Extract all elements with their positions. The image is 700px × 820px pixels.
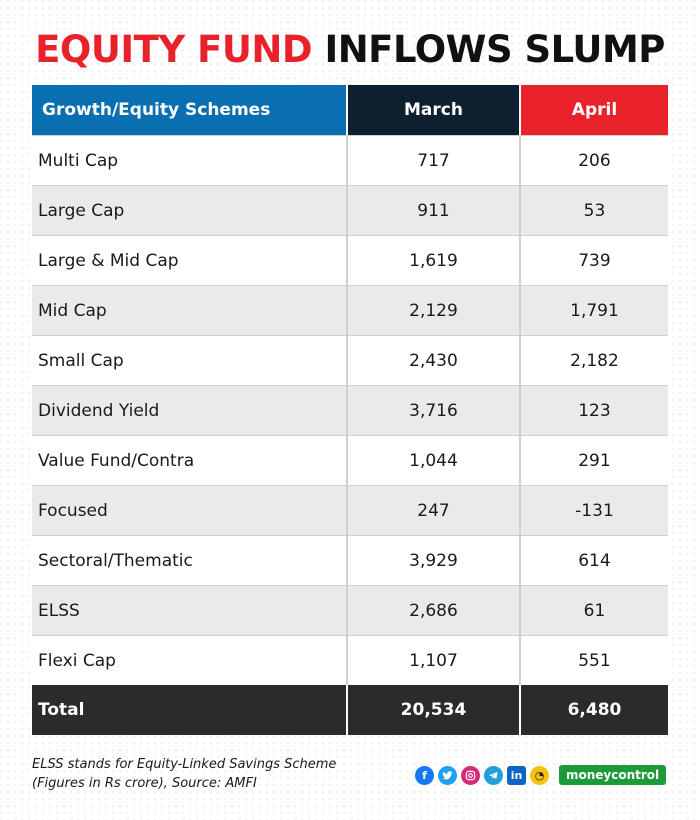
total-label: Total [38,700,85,720]
table-row: Multi Cap 717 206 [32,135,668,185]
april-value: 123 [518,386,668,435]
moneycontrol-logo: moneycontrol [559,765,667,785]
march-value: 717 [346,136,519,185]
march-value: 3,929 [346,536,519,585]
table-row: Large & Mid Cap 1,619 739 [32,235,668,285]
header-april: April [518,85,668,135]
april-value: 551 [518,636,668,685]
table-row: ELSS 2,686 61 [32,585,668,635]
title-highlight: EQUITY FUND [35,28,313,71]
april-value: -131 [518,486,668,535]
march-value: 1,619 [346,236,519,285]
april-value: 61 [518,586,668,635]
april-value: 291 [518,436,668,485]
header-march: March [346,85,519,135]
table-row: Sectoral/Thematic 3,929 614 [32,535,668,585]
march-value: 911 [346,186,519,235]
twitter-icon[interactable] [438,765,457,785]
facebook-icon[interactable]: f [415,765,434,785]
koo-icon[interactable]: ◔ [530,765,549,785]
table-body: Multi Cap 717 206 Large Cap 911 53 Large & Mid… [32,135,668,685]
march-value: 1,107 [346,636,519,685]
scheme-cell: Large Cap [38,200,125,221]
table-row: Focused 247 -131 [32,485,668,535]
telegram-icon[interactable] [484,765,503,785]
table-row: Small Cap 2,430 2,182 [32,335,668,385]
total-march: 20,534 [346,685,519,735]
footnote-line-2: (Figures in Rs crore), Source: AMFI [32,776,257,791]
table-row: Large Cap 911 53 [32,185,668,235]
scheme-cell: Dividend Yield [38,400,160,421]
scheme-cell: Sectoral/Thematic [38,550,193,571]
scheme-cell: Mid Cap [38,300,107,321]
scheme-cell: Large & Mid Cap [38,250,179,271]
march-value: 2,686 [346,586,519,635]
april-value: 1,791 [518,286,668,335]
march-value: 2,129 [346,286,519,335]
title-rest: INFLOWS SLUMP [324,28,665,71]
scheme-cell: ELSS [38,600,80,621]
march-value: 247 [346,486,519,535]
scheme-cell: Value Fund/Contra [38,450,195,471]
april-value: 206 [518,136,668,185]
scheme-cell: Focused [38,500,108,521]
page-title: EQUITY FUND INFLOWS SLUMP [0,26,700,74]
instagram-icon[interactable] [461,765,480,785]
scheme-cell: Multi Cap [38,150,119,171]
table-row: Mid Cap 2,129 1,791 [32,285,668,335]
april-value: 739 [518,236,668,285]
linkedin-icon[interactable]: in [507,765,526,785]
total-april: 6,480 [518,685,668,735]
footnote-line-1: ELSS stands for Equity-Linked Savings Sc… [32,757,337,772]
social-bar: f in ◔ moneycontrol [415,765,667,785]
inflows-table: Growth/Equity Schemes March April Multi … [32,85,668,735]
scheme-cell: Small Cap [38,350,124,371]
total-row: Total 20,534 6,480 [32,685,668,735]
scheme-cell: Flexi Cap [38,650,116,671]
table-row: Dividend Yield 3,716 123 [32,385,668,435]
march-value: 2,430 [346,336,519,385]
april-value: 53 [518,186,668,235]
header-scheme: Growth/Equity Schemes [32,85,347,135]
march-value: 1,044 [346,436,519,485]
footnote: ELSS stands for Equity-Linked Savings Sc… [32,755,336,793]
april-value: 614 [518,536,668,585]
april-value: 2,182 [518,336,668,385]
march-value: 3,716 [346,386,519,435]
table-header: Growth/Equity Schemes March April [32,85,668,135]
table-row: Value Fund/Contra 1,044 291 [32,435,668,485]
table-row: Flexi Cap 1,107 551 [32,635,668,685]
